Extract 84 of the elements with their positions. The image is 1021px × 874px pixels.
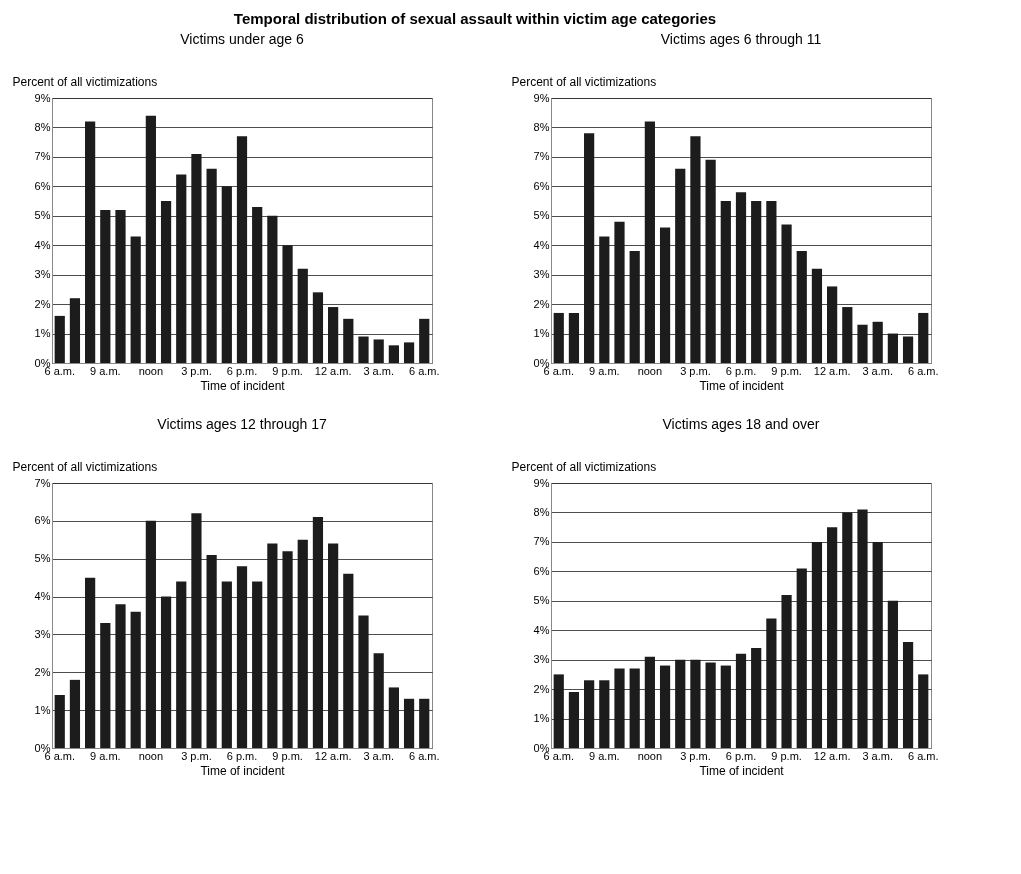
x-tick-label: 9 a.m. xyxy=(90,749,121,762)
x-tick-label: 12 a.m. xyxy=(314,749,352,762)
y-tick-label: 3% xyxy=(533,653,550,666)
x-axis-title: Time of incident xyxy=(200,378,286,393)
y-tick-label: 7% xyxy=(34,476,51,489)
x-tick-label: 6 p.m. xyxy=(725,364,757,377)
x-axis-title: Time of incident xyxy=(699,378,785,393)
y-tick-label: 6% xyxy=(34,179,51,192)
y-tick-label: 6% xyxy=(533,179,550,192)
y-tick-label: 5% xyxy=(533,594,550,607)
x-tick-label: 3 p.m. xyxy=(680,364,711,377)
x-tick-label: 9 a.m. xyxy=(589,749,620,762)
y-tick-label: 5% xyxy=(533,209,550,222)
y-tick-label: 2% xyxy=(533,297,550,310)
x-axis-title: Time of incident xyxy=(200,763,286,778)
x-tick-label: noon xyxy=(138,364,164,377)
y-tick-label: 5% xyxy=(34,552,51,565)
y-tick-label: 4% xyxy=(533,623,550,636)
bar xyxy=(902,336,914,363)
x-tick-label: 6 p.m. xyxy=(725,749,757,762)
x-tick-label: 3 a.m. xyxy=(862,364,893,377)
bar xyxy=(373,339,384,363)
chart-title: Victims ages 6 through 11 xyxy=(660,31,822,47)
x-tick-label: 6 a.m. xyxy=(907,364,939,377)
x-tick-label: 3 a.m. xyxy=(363,749,394,762)
y-axis-title: Percent of all victimizations xyxy=(511,459,657,474)
x-axis-title: Time of incident xyxy=(699,763,785,778)
y-tick-label: 4% xyxy=(34,238,51,251)
y-tick-label: 8% xyxy=(533,505,550,518)
y-tick-label: 5% xyxy=(34,209,51,222)
x-tick-label: 6 a.m. xyxy=(408,749,440,762)
y-tick-label: 4% xyxy=(533,238,550,251)
chart-title: Victims ages 12 through 17 xyxy=(157,416,327,432)
x-tick-label: noon xyxy=(637,749,663,762)
x-tick-label: 9 a.m. xyxy=(589,364,620,377)
y-tick-label: 3% xyxy=(34,627,51,640)
y-tick-label: 2% xyxy=(34,297,51,310)
x-tick-label: 3 p.m. xyxy=(181,749,212,762)
y-tick-label: 1% xyxy=(533,712,550,725)
chart-title: Victims ages 18 and over xyxy=(662,416,820,432)
y-tick-label: 9% xyxy=(533,476,550,489)
y-tick-label: 6% xyxy=(34,514,51,527)
x-tick-label: noon xyxy=(138,749,164,762)
x-tick-label: 12 a.m. xyxy=(813,749,851,762)
x-tick-label: 9 p.m. xyxy=(272,749,303,762)
x-tick-label: 3 p.m. xyxy=(680,749,711,762)
text: Temporal distribution of sexual assault within victim age categories xyxy=(233,9,717,27)
y-tick-label: 4% xyxy=(34,590,51,603)
x-tick-label: 12 a.m. xyxy=(314,364,352,377)
x-tick-label: 6 a.m. xyxy=(907,749,939,762)
x-tick-label: 6 a.m. xyxy=(408,364,440,377)
x-tick-label: 12 a.m. xyxy=(813,364,851,377)
y-tick-label: 3% xyxy=(34,268,51,281)
x-tick-label: noon xyxy=(637,364,663,377)
x-tick-label: 9 p.m. xyxy=(272,364,303,377)
y-tick-label: 1% xyxy=(533,327,550,340)
chart-title: Victims under age 6 xyxy=(180,31,304,47)
y-tick-label: 1% xyxy=(34,327,51,340)
y-tick-label: 2% xyxy=(533,682,550,695)
bar xyxy=(358,336,369,363)
x-tick-label: 3 a.m. xyxy=(862,749,893,762)
y-tick-label: 1% xyxy=(34,703,51,716)
y-tick-label: 2% xyxy=(34,665,51,678)
x-tick-label: 3 a.m. xyxy=(363,364,394,377)
y-tick-label: 7% xyxy=(533,150,550,163)
y-tick-label: 7% xyxy=(533,535,550,548)
y-axis-title: Percent of all victimizations xyxy=(511,74,657,89)
x-tick-label: 9 p.m. xyxy=(771,364,802,377)
y-tick-label: 3% xyxy=(533,268,550,281)
y-tick-label: 6% xyxy=(533,564,550,577)
bar xyxy=(403,342,415,363)
x-tick-label: 9 p.m. xyxy=(771,749,802,762)
x-tick-label: 6 p.m. xyxy=(226,364,258,377)
y-tick-label: 9% xyxy=(34,91,51,104)
y-tick-label: 8% xyxy=(533,120,550,133)
y-axis-title: Percent of all victimizations xyxy=(12,74,158,89)
y-axis-title: Percent of all victimizations xyxy=(12,459,158,474)
bar xyxy=(388,345,399,363)
y-tick-label: 9% xyxy=(533,91,550,104)
y-tick-label: 7% xyxy=(34,150,51,163)
x-tick-label: 9 a.m. xyxy=(90,364,121,377)
x-tick-label: 6 p.m. xyxy=(226,749,258,762)
y-tick-label: 8% xyxy=(34,120,51,133)
x-tick-label: 3 p.m. xyxy=(181,364,212,377)
